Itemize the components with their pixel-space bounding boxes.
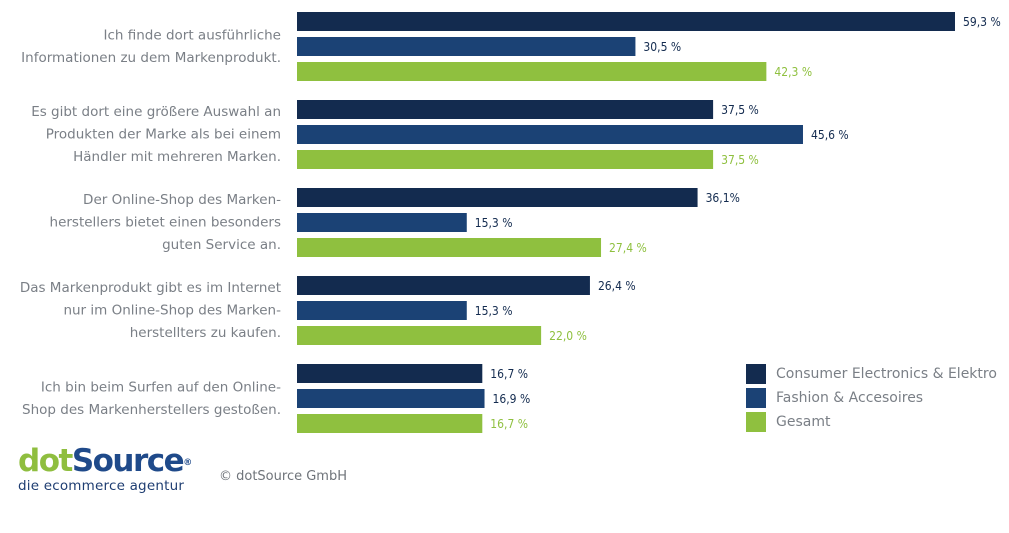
bar-value-label: 26,4 % xyxy=(598,279,636,293)
bar-value-label: 30,5 % xyxy=(643,40,681,54)
bar-value-label: 16,7 % xyxy=(490,367,528,381)
category-label: Ich bin beim Surfen auf den Online- xyxy=(41,379,281,395)
bar-value-label: 22,0 % xyxy=(549,329,587,343)
category-label: Es gibt dort eine größere Auswahl an xyxy=(31,104,281,120)
dotsource-logo: dotSource® die ecommerce agentur xyxy=(18,443,192,494)
bar-value-label: 42,3 % xyxy=(774,65,812,79)
category-label: herstellers bietet einen besonders xyxy=(50,215,281,231)
bar-value-label: 27,4 % xyxy=(609,241,647,255)
bar xyxy=(297,414,483,433)
legend: Consumer Electronics & Elektro Fashion &… xyxy=(746,362,997,434)
legend-swatch xyxy=(746,412,766,432)
bar xyxy=(297,100,714,119)
category-label: Informationen zu dem Markenprodukt. xyxy=(21,50,281,66)
bar xyxy=(297,301,467,320)
bar xyxy=(297,213,467,232)
logo-dot-text: dot xyxy=(18,443,73,479)
category-label: Ich finde dort ausführliche xyxy=(103,27,281,43)
bar xyxy=(297,37,636,56)
bar-value-label: 37,5 % xyxy=(721,103,759,117)
bar-value-label: 37,5 % xyxy=(721,153,759,167)
bar xyxy=(297,238,602,257)
category-label: Produkten der Marke als bei einem xyxy=(46,127,281,143)
legend-label: Consumer Electronics & Elektro xyxy=(776,366,997,382)
bar xyxy=(297,62,767,81)
bar xyxy=(297,125,803,144)
logo-wordmark: dotSource® xyxy=(18,443,192,479)
category-label: Shop des Markenherstellers gestoßen. xyxy=(22,402,281,418)
bar xyxy=(297,326,542,345)
bar xyxy=(297,150,714,169)
bar-value-label: 15,3 % xyxy=(475,304,513,318)
legend-item-fashion: Fashion & Accesoires xyxy=(746,386,997,410)
category-label: herstellters zu kaufen. xyxy=(130,325,281,341)
legend-swatch xyxy=(746,388,766,408)
bar-value-label: 16,7 % xyxy=(490,417,528,431)
bar xyxy=(297,276,590,295)
registered-mark: ® xyxy=(183,458,192,468)
logo-source-text: Source xyxy=(71,443,185,479)
legend-item-gesamt: Gesamt xyxy=(746,410,997,434)
bar-value-label: 45,6 % xyxy=(811,128,849,142)
bar-value-label: 16,9 % xyxy=(493,392,531,406)
bar xyxy=(297,389,485,408)
bar xyxy=(297,364,483,383)
category-label: Der Online-Shop des Marken- xyxy=(83,192,281,208)
legend-item-consumer-electronics: Consumer Electronics & Elektro xyxy=(746,362,997,386)
logo-tagline: die ecommerce agentur xyxy=(18,478,185,494)
legend-label: Fashion & Accesoires xyxy=(776,390,924,406)
bar-value-label: 36,1% xyxy=(706,191,740,205)
category-label: nur im Online-Shop des Marken- xyxy=(63,303,281,319)
copyright-notice: © dotSource GmbH xyxy=(219,469,347,484)
bar-value-label: 15,3 % xyxy=(475,216,513,230)
category-label: Händler mit mehreren Marken. xyxy=(73,149,281,165)
bar xyxy=(297,188,698,207)
bar-chart: Ich finde dort ausführliche Informationen… xyxy=(20,12,1001,433)
legend-swatch xyxy=(746,364,766,384)
bar-value-label: 59,3 % xyxy=(963,15,1001,29)
legend-label: Gesamt xyxy=(776,414,831,430)
bar xyxy=(297,12,955,31)
category-label: Das Markenprodukt gibt es im Internet xyxy=(20,280,281,296)
category-label: guten Service an. xyxy=(162,237,281,253)
